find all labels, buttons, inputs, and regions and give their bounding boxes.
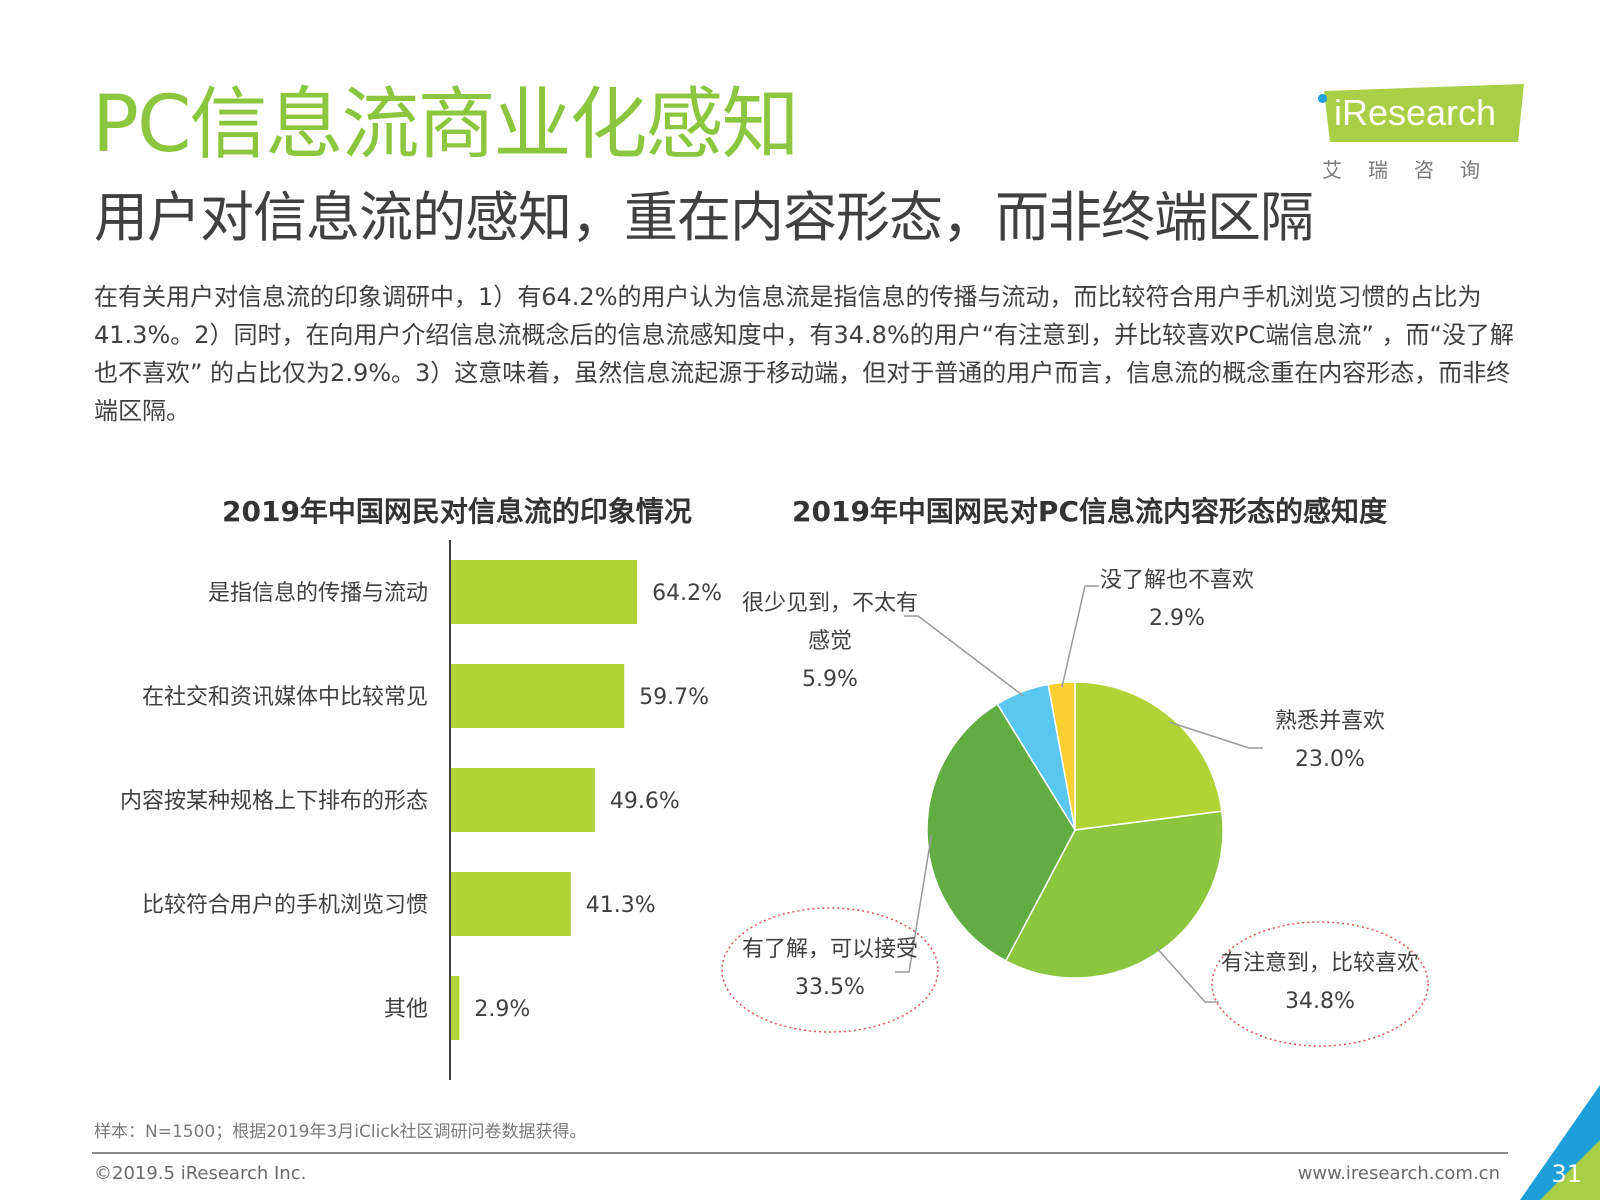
- iresearch-logo: iResearch 艾瑞咨询: [1318, 84, 1558, 204]
- pie-value-label-0: 23.0%: [1295, 747, 1365, 772]
- bar-value-label-2: 49.6%: [610, 789, 680, 814]
- pie-label-3-line-0: 很少见到，不太有: [742, 591, 918, 616]
- pie-leader-line-1: [1156, 947, 1219, 1003]
- pie-value-label-2: 33.5%: [795, 975, 865, 1000]
- pie-label-2: 有了解，可以接受: [742, 937, 918, 962]
- bar-value-label-1: 59.7%: [639, 685, 709, 710]
- pie-value-label-3: 5.9%: [802, 667, 858, 692]
- logo-chinese-name: 艾瑞咨询: [1322, 158, 1506, 182]
- bar-2: [451, 768, 595, 832]
- highlight-ring-1: [1211, 921, 1429, 1047]
- bar-category-label-1: 在社交和资讯媒体中比较常见: [142, 685, 428, 710]
- pie-slice-4: [1047, 681, 1076, 831]
- logo-band: [1324, 84, 1524, 142]
- bar-3: [451, 872, 571, 936]
- pie-chart: 熟悉并喜欢 23.0% 有注意到，比较喜欢 34.8% 有了解，可以接受 33.5% 很少见…: [721, 568, 1429, 1047]
- bar-value-label-3: 41.3%: [586, 893, 656, 918]
- pie-chart-title: 2019年中国网民对PC信息流内容形态的感知度: [792, 495, 1388, 528]
- bar-value-label-0: 64.2%: [652, 581, 722, 606]
- pie-value-label-1: 34.8%: [1285, 989, 1355, 1014]
- logo-wordmark: iResearch: [1334, 92, 1497, 133]
- bar-0: [451, 560, 638, 624]
- page-subtitle: 用户对信息流的感知，重在内容形态，而非终端区隔: [94, 186, 1314, 249]
- pie-label-3-line-1: 感觉: [808, 629, 852, 654]
- summary-paragraph: 在有关用户对信息流的印象调研中，1）有64.2%的用户认为信息流是指信息的传播与…: [94, 283, 1514, 425]
- pie-leader-line-0: [1169, 721, 1263, 749]
- bar-chart: 是指信息的传播与流动 64.2% 在社交和资讯媒体中比较常见 59.7% 内容按某种规格…: [120, 540, 722, 1080]
- website-link[interactable]: www.iresearch.com.cn: [1297, 1163, 1500, 1184]
- pie-label-4: 没了解也不喜欢: [1100, 568, 1254, 593]
- pie-leader-line-4: [1061, 585, 1099, 688]
- logo-dot-icon: [1318, 94, 1327, 103]
- page-title: PC信息流商业化感知: [92, 80, 799, 170]
- highlight-ring-2: [721, 907, 939, 1033]
- pie-leader-line-3: [904, 615, 1024, 697]
- bar-chart-title: 2019年中国网民对信息流的印象情况: [222, 495, 692, 528]
- bar-1: [451, 664, 625, 728]
- pie-leader-line-2: [895, 834, 933, 973]
- pie-slice-2: [926, 702, 1076, 962]
- bar-4: [451, 976, 460, 1040]
- pie-value-label-4: 2.9%: [1149, 606, 1205, 631]
- bar-category-label-2: 内容按某种规格上下排布的形态: [120, 789, 428, 814]
- page-number: 31: [1551, 1160, 1582, 1188]
- pie-label-1: 有注意到，比较喜欢: [1221, 951, 1419, 976]
- pie-slice-0: [1074, 681, 1223, 831]
- corner-decoration: [1520, 1085, 1600, 1200]
- bar-category-label-0: 是指信息的传播与流动: [208, 581, 428, 606]
- bar-category-label-3: 比较符合用户的手机浏览习惯: [142, 893, 428, 918]
- corner-green-shape: [1540, 1140, 1600, 1200]
- bar-category-label-4: 其他: [384, 997, 428, 1022]
- sample-footnote: 样本：N=1500；根据2019年3月iClick社区调研问卷数据获得。: [94, 1122, 587, 1142]
- copyright-text: ©2019.5 iResearch Inc.: [94, 1163, 307, 1184]
- pie-label-0: 熟悉并喜欢: [1275, 709, 1385, 734]
- bar-value-label-4: 2.9%: [474, 997, 530, 1022]
- footer-divider: [92, 1152, 1508, 1154]
